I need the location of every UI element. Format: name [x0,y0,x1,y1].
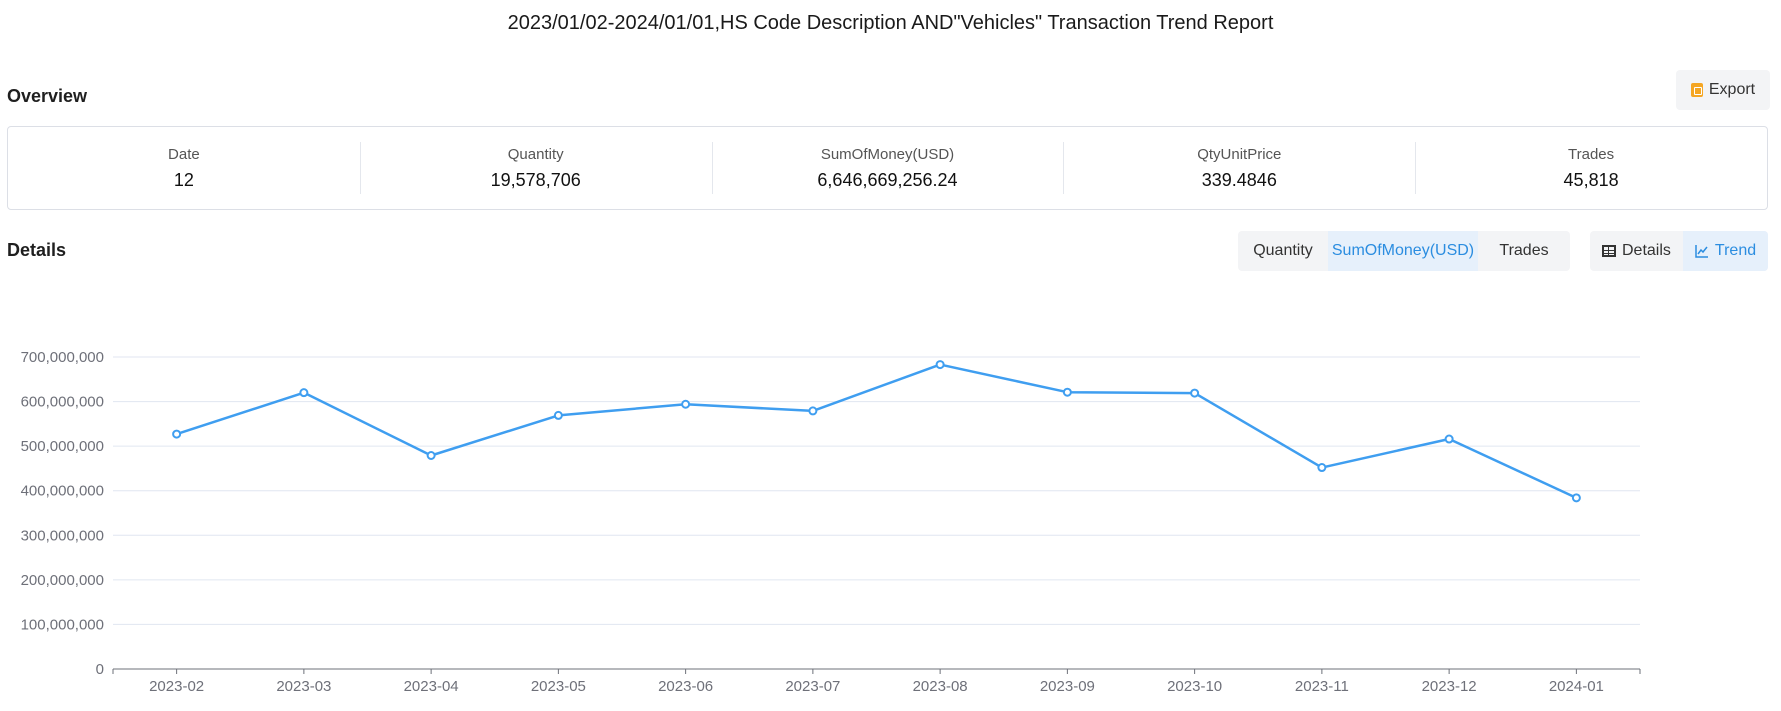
stat-label: Date [168,145,200,163]
export-icon [1690,83,1703,97]
data-point [172,429,182,439]
x-tick-label: 2024-01 [1549,678,1604,695]
overview-card: Date 12 Quantity 19,578,706 SumOfMoney(U… [7,126,1768,210]
x-tick-label: 2023-12 [1422,678,1477,695]
data-point [1444,434,1454,444]
data-point [426,451,436,461]
trend-line-chart: 0 100,000,000 200,000,000 300,000,000 400,00… [21,349,1641,695]
stat-label: Quantity [507,145,564,163]
y-tick-label: 400,000,000 [21,483,104,500]
data-point [935,360,945,370]
x-tick-label: 2023-09 [1040,678,1095,695]
data-point [1062,387,1072,397]
y-tick-label: 700,000,000 [21,349,104,366]
report-title: 2023/01/02-2024/01/01,HS Code Descriptio… [507,12,1274,34]
stat-value: 339.4846 [1201,169,1277,190]
tab-trend-label: Trend [1714,242,1757,259]
x-tick-label: 2023-04 [404,678,459,695]
x-tick-label: 2023-07 [785,678,840,695]
y-tick-label: 300,000,000 [21,527,104,544]
tab-trend-view[interactable]: Trend [1682,231,1769,271]
stat-qty-unit-price: QtyUnitPrice 339.4846 [1063,127,1415,209]
data-point [808,406,818,416]
stat-label: SumOfMoney(USD) [820,145,955,163]
x-tick-label: 2023-02 [149,678,204,695]
x-tick-label: 2023-03 [276,678,331,695]
x-tick-label: 2023-05 [531,678,586,695]
stat-label: QtyUnitPrice [1197,145,1282,163]
x-tick-label: 2023-08 [913,678,968,695]
stat-value: 6,646,669,256.24 [817,169,958,190]
export-label: Export [1708,81,1756,98]
data-point [681,399,691,409]
x-tick-label: 2023-11 [1295,678,1349,695]
stat-value: 12 [173,169,194,190]
data-point [553,410,563,420]
x-tick-label: 2023-06 [658,678,713,695]
stat-label: Trades [1568,145,1615,163]
y-tick-label: 500,000,000 [21,438,104,455]
metric-tab-group: Quantity SumOfMoney(USD) Trades [1238,231,1570,271]
stat-value: 19,578,706 [490,169,581,190]
line-chart-icon [1695,244,1709,258]
data-point [1317,463,1327,473]
export-button[interactable]: Export [1676,70,1770,110]
stat-trades: Trades 45,818 [1415,127,1767,209]
data-point [1190,388,1200,398]
tab-sum-of-money[interactable]: SumOfMoney(USD) [1328,231,1478,271]
view-tab-group: Details Trend [1590,231,1769,271]
y-tick-label: 200,000,000 [21,572,104,589]
tab-quantity[interactable]: Quantity [1253,242,1313,259]
details-heading: Details [7,240,67,260]
stat-date: Date 12 [8,127,360,209]
y-tick-label: 100,000,000 [21,616,104,633]
series-line [176,363,1577,499]
y-tick-label: 0 [96,661,104,678]
data-point [1571,493,1581,503]
tab-details-label: Details [1622,242,1671,259]
tab-details-view[interactable]: Details [1590,231,1683,271]
x-tick-label: 2023-10 [1167,678,1222,695]
overview-heading: Overview [7,86,88,106]
stat-sum-of-money: SumOfMoney(USD) 6,646,669,256.24 [711,127,1064,209]
y-tick-label: 600,000,000 [21,394,104,411]
stat-value: 45,818 [1563,169,1619,190]
stat-quantity: Quantity 19,578,706 [359,127,712,209]
tab-trades[interactable]: Trades [1499,242,1549,259]
data-point [299,388,309,398]
table-icon [1602,245,1616,257]
